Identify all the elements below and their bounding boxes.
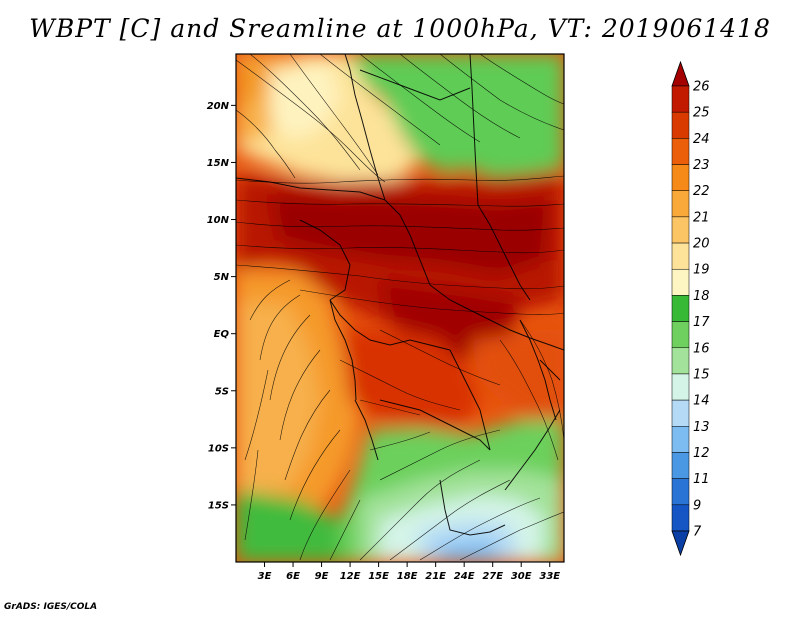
colorbar-segment	[671, 268, 690, 296]
colorbar-segment	[671, 478, 690, 506]
colorbar-label: 17	[693, 315, 710, 330]
colorbar-segment	[671, 504, 690, 532]
colorbar-label: 7	[693, 525, 702, 540]
colorbar-label: 19	[693, 263, 710, 278]
wbpt-field	[236, 54, 564, 562]
lon-tick-label: 12E	[340, 571, 361, 582]
colorbar-label: 20	[693, 237, 710, 252]
colorbar-segment	[671, 190, 690, 218]
streamlines	[236, 54, 564, 561]
colorbar: 26 25 24 23 22 21 20 19 18 17 16 15 14 13 12 11 9 7	[671, 60, 710, 557]
country-boundaries	[236, 54, 564, 536]
lon-tick-label: 6E	[286, 571, 300, 582]
colorbar-label: 21	[693, 210, 710, 225]
lon-tick-label: 15E	[368, 571, 389, 582]
colorbar-label: 11	[693, 472, 710, 487]
lat-tick-label: EQ	[214, 329, 230, 340]
lon-tick-label: 9E	[315, 571, 329, 582]
lat-tick-label: 5N	[214, 272, 230, 283]
lat-tick-label: 15S	[208, 500, 229, 511]
lat-tick-label: 20N	[207, 101, 230, 112]
colorbar-segment	[671, 426, 690, 453]
colorbar-label: 16	[693, 341, 710, 356]
colorbar-segment	[671, 242, 690, 270]
lat-tick-label: 15N	[207, 158, 230, 169]
lon-tick-label: 27E	[482, 571, 503, 582]
lon-tick-label: 24E	[454, 571, 475, 582]
colorbar-segment	[671, 138, 690, 165]
colorbar-segment	[671, 295, 690, 322]
colorbar-segment	[671, 452, 690, 479]
lat-tick-label: 5S	[215, 386, 229, 397]
colorbar-bottom-arrow	[671, 530, 690, 557]
lon-tick-label: 33E	[539, 571, 560, 582]
colorbar-segment	[671, 85, 690, 113]
colorbar-segment	[671, 216, 690, 244]
colorbar-label: 22	[693, 184, 710, 199]
footer-credit: GrADS: IGES/COLA	[4, 602, 98, 612]
colorbar-label: 9	[693, 498, 701, 513]
lat-tick-label: 10N	[207, 215, 230, 226]
colorbar-segment	[671, 373, 690, 401]
colorbar-label: 13	[693, 420, 710, 435]
lon-tick-label: 3E	[258, 571, 272, 582]
colorbar-label: 14	[693, 394, 710, 409]
latitude-axis: 20N 15N 10N 5N EQ 5S 10S 15S	[207, 101, 236, 511]
colorbar-label: 23	[693, 158, 710, 173]
colorbar-segment	[671, 321, 690, 349]
colorbar-top-arrow	[671, 60, 690, 87]
colorbar-label: 18	[693, 289, 710, 304]
lon-tick-label: 18E	[397, 571, 418, 582]
colorbar-segment	[671, 111, 690, 139]
lon-tick-label: 30E	[511, 571, 532, 582]
lon-tick-label: 21E	[425, 571, 446, 582]
colorbar-label: 24	[693, 132, 710, 147]
colorbar-label: 12	[693, 446, 710, 461]
colorbar-label: 25	[693, 106, 710, 121]
longitude-axis: 3E 6E 9E 12E 15E 18E 21E 24E 27E 30E 33E	[258, 562, 560, 582]
colorbar-segment	[671, 399, 690, 427]
colorbar-label: 26	[693, 80, 710, 95]
lat-tick-label: 10S	[208, 443, 229, 454]
colorbar-label: 15	[693, 367, 710, 382]
colorbar-segment	[671, 164, 690, 191]
map-frame	[235, 53, 565, 563]
chart-title: WBPT [C] and Sreamline at 1000hPa, VT: 2…	[29, 14, 771, 43]
colorbar-segment	[671, 347, 690, 375]
